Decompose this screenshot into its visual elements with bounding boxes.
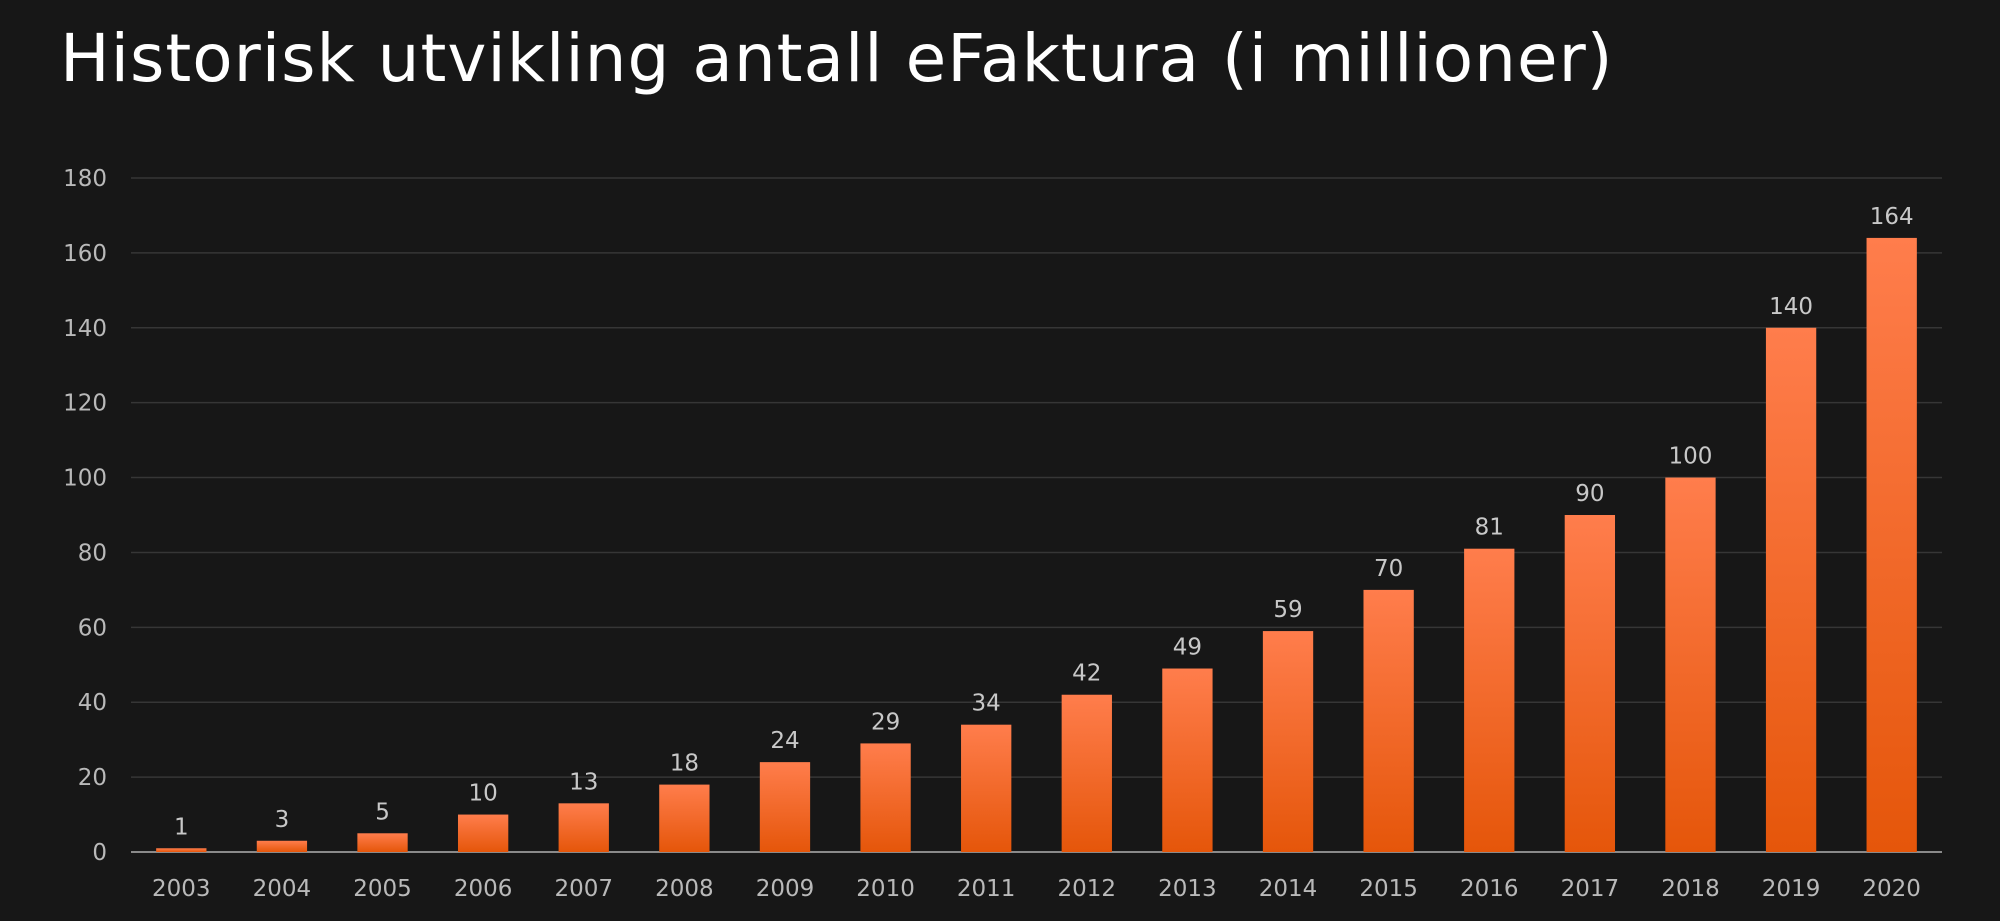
y-tick-label: 60 xyxy=(78,615,107,641)
gridlines xyxy=(131,177,1942,853)
data-label: 59 xyxy=(1273,597,1302,623)
x-tick-label: 2014 xyxy=(1259,876,1318,902)
data-label: 164 xyxy=(1870,204,1914,230)
x-axis-tick-labels: 2003 2004 2005 2006 2007 2008 2009 2010 2011 2012… xyxy=(152,876,1921,902)
x-tick-label: 2016 xyxy=(1460,876,1519,902)
bar xyxy=(357,833,408,852)
bar xyxy=(1061,694,1112,852)
x-tick-label: 2015 xyxy=(1359,876,1418,902)
data-label: 24 xyxy=(770,728,799,754)
bar xyxy=(457,814,509,852)
y-axis-tick-labels: 0 20 40 60 80 100 120 140 160 180 xyxy=(63,166,107,866)
y-tick-label: 80 xyxy=(78,540,107,566)
x-tick-label: 2003 xyxy=(152,876,211,902)
y-tick-label: 180 xyxy=(63,166,107,192)
x-tick-label: 2008 xyxy=(655,876,714,902)
y-tick-label: 20 xyxy=(78,765,107,791)
x-tick-label: 2009 xyxy=(756,876,815,902)
bar xyxy=(256,840,308,852)
data-label: 49 xyxy=(1173,635,1202,661)
data-label: 100 xyxy=(1669,444,1713,470)
bar xyxy=(1363,589,1414,852)
data-label: 34 xyxy=(972,691,1001,717)
y-tick-label: 140 xyxy=(63,316,107,342)
x-tick-label: 2013 xyxy=(1158,876,1217,902)
x-tick-label: 2019 xyxy=(1762,876,1821,902)
x-tick-label: 2020 xyxy=(1862,876,1921,902)
bar xyxy=(1262,631,1314,852)
x-tick-label: 2011 xyxy=(957,876,1016,902)
y-tick-label: 40 xyxy=(78,690,107,716)
x-tick-label: 2005 xyxy=(353,876,412,902)
x-tick-label: 2004 xyxy=(253,876,312,902)
data-label: 10 xyxy=(468,781,497,807)
y-tick-label: 0 xyxy=(92,840,107,866)
y-tick-label: 120 xyxy=(63,391,107,417)
bar xyxy=(759,762,811,852)
data-label: 18 xyxy=(670,751,699,777)
bar xyxy=(1866,237,1917,852)
y-tick-label: 160 xyxy=(63,241,107,267)
bar xyxy=(558,803,609,852)
data-label: 1 xyxy=(174,814,189,840)
bar xyxy=(1162,668,1213,852)
x-tick-label: 2017 xyxy=(1561,876,1620,902)
data-label: 42 xyxy=(1072,661,1101,687)
x-tick-label: 2007 xyxy=(554,876,613,902)
data-label: 3 xyxy=(275,807,290,833)
x-tick-label: 2012 xyxy=(1058,876,1117,902)
bar xyxy=(156,848,207,852)
bar xyxy=(860,743,911,852)
bar xyxy=(1464,548,1515,852)
bar xyxy=(1564,515,1616,852)
x-tick-label: 2010 xyxy=(856,876,915,902)
data-label: 5 xyxy=(375,799,390,825)
data-label: 13 xyxy=(569,769,598,795)
bar xyxy=(961,724,1012,852)
x-tick-label: 2006 xyxy=(454,876,513,902)
bar xyxy=(1665,477,1716,852)
bar xyxy=(1765,327,1817,852)
bars xyxy=(156,237,1917,852)
data-label: 81 xyxy=(1475,515,1504,541)
chart-title: Historisk utvikling antall eFaktura (i m… xyxy=(60,20,1614,97)
x-tick-label: 2018 xyxy=(1661,876,1720,902)
data-label: 90 xyxy=(1575,481,1604,507)
bar xyxy=(659,784,710,852)
data-label: 29 xyxy=(871,709,900,735)
data-label: 70 xyxy=(1374,556,1403,582)
data-label: 140 xyxy=(1769,294,1813,320)
y-tick-label: 100 xyxy=(63,466,107,492)
